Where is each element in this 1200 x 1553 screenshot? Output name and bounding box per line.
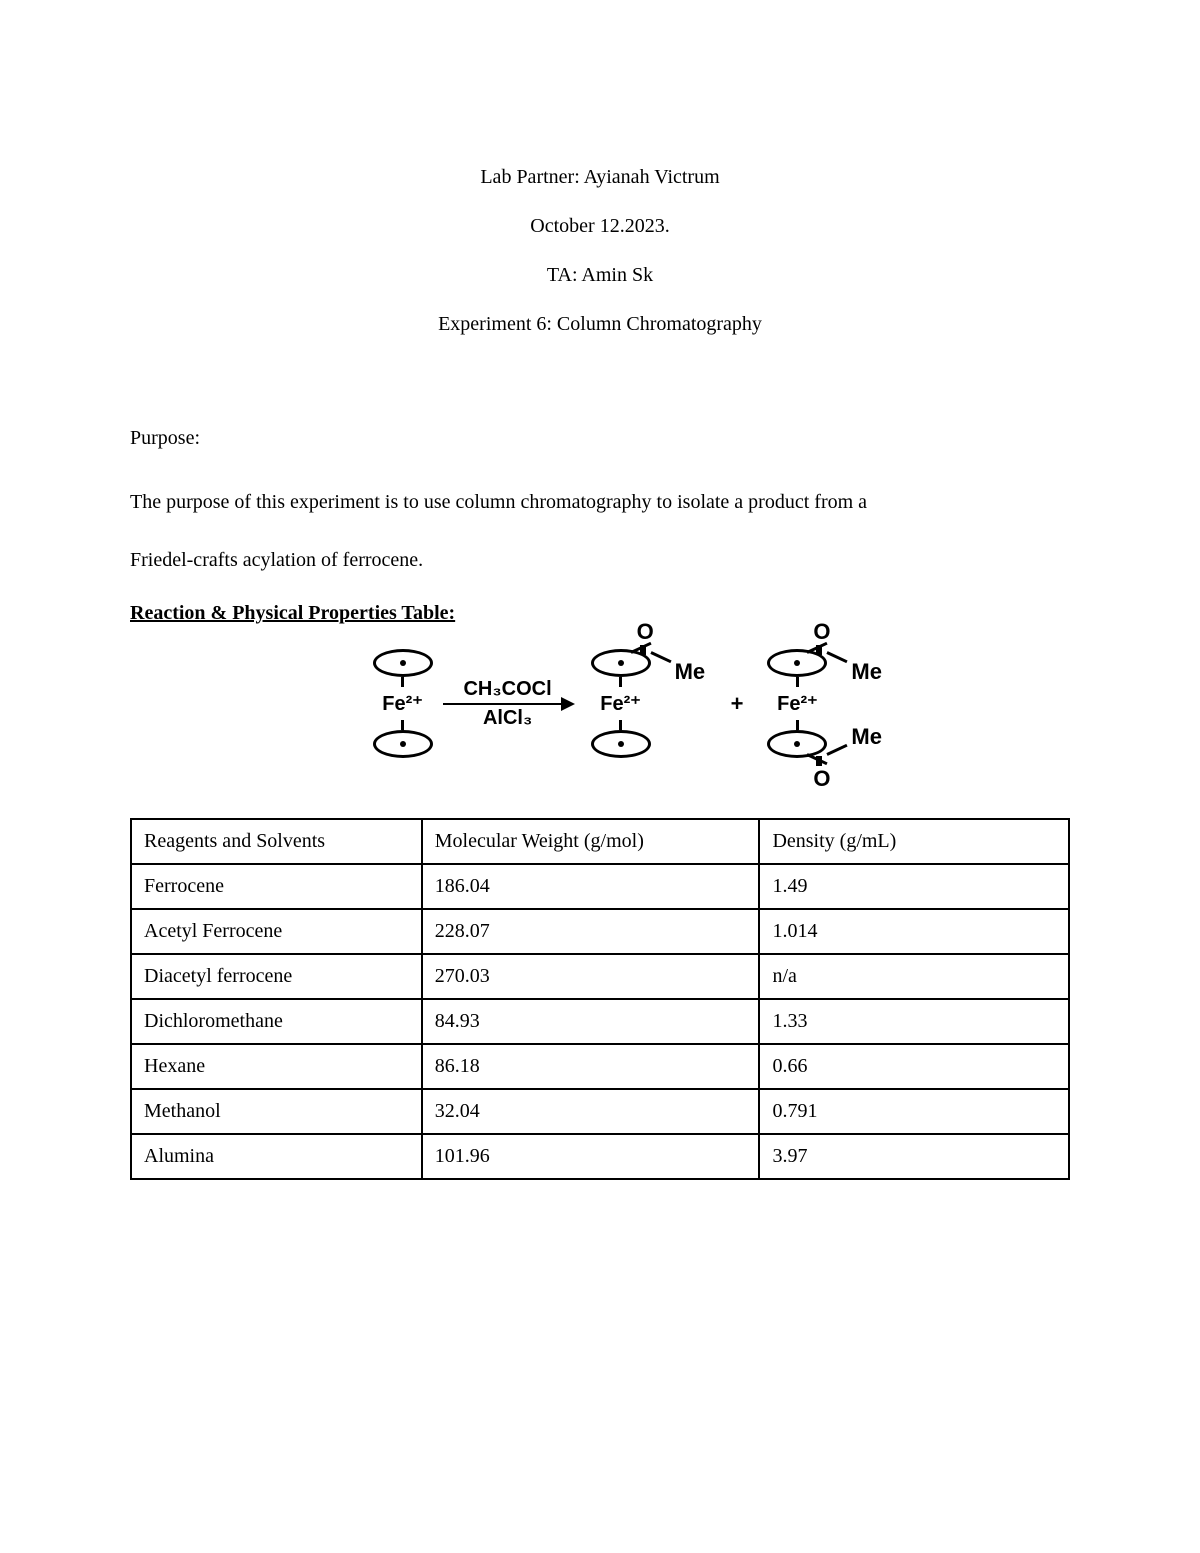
table-row: Diacetyl ferrocene 270.03 n/a — [131, 954, 1069, 999]
header-block: Lab Partner: Ayianah Victrum October 12.… — [130, 166, 1070, 336]
cell-reagent: Ferrocene — [131, 864, 422, 909]
cp-ring-icon — [767, 649, 827, 677]
bond-icon — [401, 720, 404, 730]
cell-reagent: Acetyl Ferrocene — [131, 909, 422, 954]
lab-report-page: Lab Partner: Ayianah Victrum October 12.… — [0, 0, 1200, 1553]
cell-reagent: Methanol — [131, 1089, 422, 1134]
o-label: O — [813, 756, 830, 792]
table-row: Acetyl Ferrocene 228.07 1.014 — [131, 909, 1069, 954]
bond-icon — [796, 677, 799, 687]
cell-mw: 101.96 — [422, 1134, 760, 1179]
cell-reagent: Hexane — [131, 1044, 422, 1089]
cell-density: 1.49 — [759, 864, 1069, 909]
iron-label: Fe²⁺ — [600, 691, 641, 716]
cell-density: n/a — [759, 954, 1069, 999]
experiment-title: Experiment 6: Column Chromatography — [130, 313, 1070, 336]
cell-density: 0.66 — [759, 1044, 1069, 1089]
cell-reagent: Alumina — [131, 1134, 422, 1179]
col-header-reagent: Reagents and Solvents — [131, 819, 422, 864]
reagent-bottom: AlCl₃ — [443, 707, 573, 730]
cell-mw: 186.04 — [422, 864, 760, 909]
table-row: Dichloromethane 84.93 1.33 — [131, 999, 1069, 1044]
cell-mw: 228.07 — [422, 909, 760, 954]
table-header-row: Reagents and Solvents Molecular Weight (… — [131, 819, 1069, 864]
purpose-line2: Friedel-crafts acylation of ferrocene. — [130, 538, 1070, 582]
plus-sign: + — [731, 691, 744, 717]
me-label: Me — [851, 724, 882, 750]
table-row: Alumina 101.96 3.97 — [131, 1134, 1069, 1179]
cell-mw: 270.03 — [422, 954, 760, 999]
cp-ring-icon — [373, 649, 433, 677]
cell-reagent: Diacetyl ferrocene — [131, 954, 422, 999]
cell-reagent: Dichloromethane — [131, 999, 422, 1044]
cell-density: 1.014 — [759, 909, 1069, 954]
cell-mw: 84.93 — [422, 999, 760, 1044]
iron-label: Fe²⁺ — [382, 691, 423, 716]
table-row: Ferrocene 186.04 1.49 — [131, 864, 1069, 909]
purpose-line1: The purpose of this experiment is to use… — [130, 480, 1070, 524]
date-line: October 12.2023. — [130, 215, 1070, 238]
acetylferrocene-structure: O Me Fe²⁺ — [591, 649, 651, 758]
diacetylferrocene-structure: O Me Fe²⁺ Me O — [767, 649, 827, 758]
reagent-top: CH₃COCl — [443, 678, 573, 701]
table-row: Hexane 86.18 0.66 — [131, 1044, 1069, 1089]
bond-icon — [401, 677, 404, 687]
section-heading: Reaction & Physical Properties Table: — [130, 602, 1070, 625]
iron-label: Fe²⁺ — [777, 691, 818, 716]
me-label: Me — [675, 659, 706, 685]
reaction-scheme: Fe²⁺ CH₃COCl AlCl₃ O Me Fe²⁺ — [130, 649, 1070, 758]
cell-density: 1.33 — [759, 999, 1069, 1044]
cell-mw: 32.04 — [422, 1089, 760, 1134]
ferrocene-structure: Fe²⁺ — [373, 649, 433, 758]
ta-line: TA: Amin Sk — [130, 264, 1070, 287]
col-header-density: Density (g/mL) — [759, 819, 1069, 864]
lab-partner-line: Lab Partner: Ayianah Victrum — [130, 166, 1070, 189]
arrow-icon — [443, 703, 573, 705]
bond-icon — [619, 720, 622, 730]
cp-ring-icon — [591, 730, 651, 758]
cell-density: 3.97 — [759, 1134, 1069, 1179]
bond-icon — [796, 720, 799, 730]
cell-density: 0.791 — [759, 1089, 1069, 1134]
cp-ring-icon — [591, 649, 651, 677]
cp-ring-icon — [373, 730, 433, 758]
reaction-arrow: CH₃COCl AlCl₃ — [443, 678, 573, 730]
me-label: Me — [851, 659, 882, 685]
purpose-label: Purpose: — [130, 416, 1070, 460]
bond-icon — [619, 677, 622, 687]
properties-table: Reagents and Solvents Molecular Weight (… — [130, 818, 1070, 1180]
col-header-mw: Molecular Weight (g/mol) — [422, 819, 760, 864]
table-row: Methanol 32.04 0.791 — [131, 1089, 1069, 1134]
cell-mw: 86.18 — [422, 1044, 760, 1089]
